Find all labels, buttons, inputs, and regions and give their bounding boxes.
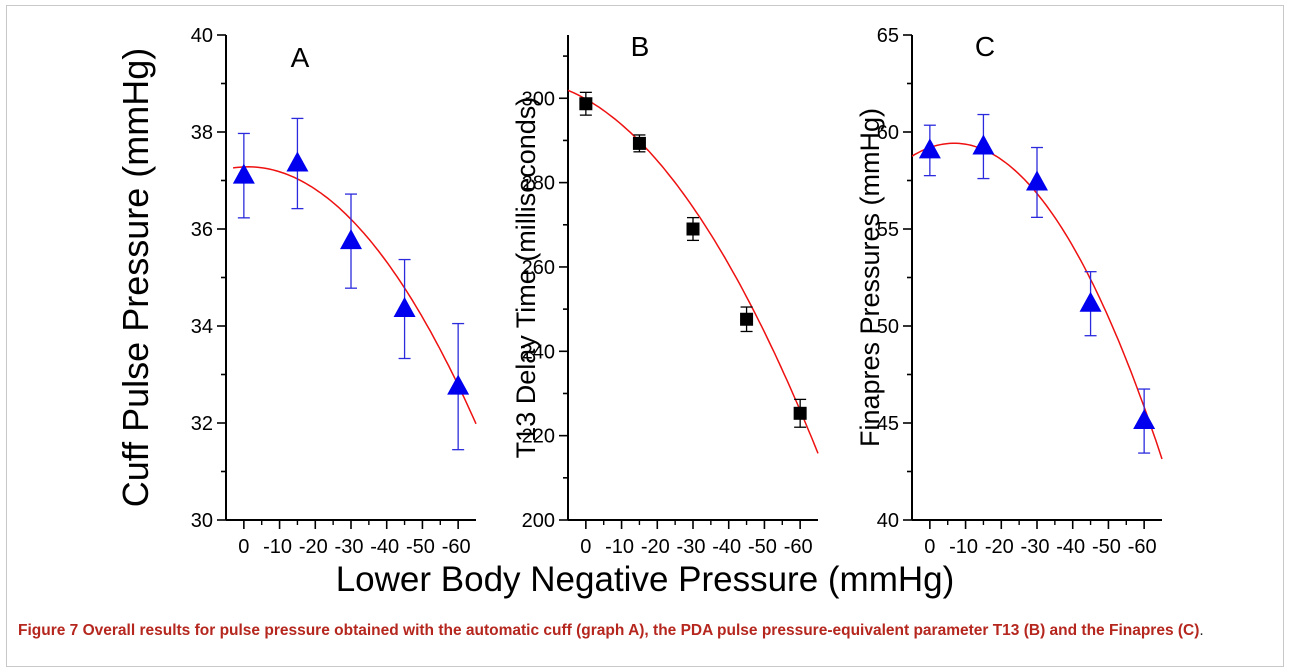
caption-end: . [1199,622,1204,639]
panel-letter: B [631,31,650,62]
data-point-triangle [1079,291,1102,312]
figure-plots: 30 32 34 36 38 40 0 -10 -20 -30 -40 -50 -60 Cuff Puls… [115,25,1163,558]
y-tick-label: 40 [191,25,213,47]
x-tick-label: -30 [335,536,364,558]
data-point-triangle [1026,170,1048,191]
x-tick-label: -20 [641,536,670,558]
x-tick-label: -40 [370,536,399,558]
panel-letter: A [291,42,310,73]
y-tick-label: 260 [522,257,555,279]
fit-curve [233,166,477,425]
y-tick-label: 38 [191,122,213,144]
x-tick-label: -60 [442,536,471,558]
data-point-square [740,312,754,326]
y-tick-label: 300 [522,88,555,110]
fit-curve [567,89,819,454]
y-tick-label: 36 [191,219,213,241]
y-tick-label: 45 [877,413,899,435]
y-tick-label: 40 [877,510,899,532]
y-tick-label: 220 [522,426,555,448]
y-axis-title: Cuff Pulse Pressure (mmHg) [115,48,156,507]
shared-x-axis-label: Lower Body Negative Pressure (mmHg) [335,560,955,599]
data-point-triangle [340,229,362,250]
y-tick-label: 50 [877,316,899,338]
panel-letter: C [975,31,995,62]
y-tick-label: 60 [877,122,899,144]
data-point-triangle [447,374,470,395]
data-point-triangle [1133,409,1156,430]
figure-caption: Figure 7 Overall results for pulse press… [18,619,1268,643]
x-tick-label: -60 [784,536,813,558]
x-tick-label: -40 [712,536,741,558]
x-tick-label: 0 [238,536,249,558]
data-point-square [793,406,807,420]
data-point-square [686,222,700,236]
x-tick-label: -20 [299,536,328,558]
x-tick-label: -10 [263,536,292,558]
data-point-triangle [972,134,995,155]
y-tick-label: 30 [191,510,213,532]
y-axis-title: Finapres Pressures (mmHg) [855,108,885,447]
y-tick-label: 240 [522,341,555,363]
x-tick-label: -50 [406,536,435,558]
x-tick-label: -20 [985,536,1014,558]
data-point-square [579,97,593,111]
x-tick-label: -30 [677,536,706,558]
x-tick-label: 0 [924,536,935,558]
panel-b-chart: 200 220 240 260 280 300 0 -10 -20 -30 -40 -50 -60 T13… [511,31,819,558]
x-tick-label: -50 [1092,536,1121,558]
caption-lead: Figure 7 Overall results for pulse press… [18,622,1200,639]
x-tick-label: -60 [1128,536,1157,558]
y-tick-label: 55 [877,219,899,241]
data-point-triangle [286,151,309,172]
y-axis-title: T13 Delay Time (milliseconds) [511,97,541,459]
y-tick-label: 65 [877,25,899,47]
x-tick-label: -10 [949,536,978,558]
data-point-triangle [393,297,416,318]
panel-a-chart: 30 32 34 36 38 40 0 -10 -20 -30 -40 -50 -60 Cuff Puls… [115,25,477,558]
data-point-triangle [918,138,941,159]
panel-c-chart: 40 45 50 55 60 65 0 -10 -20 -30 -40 -50 -60 Finapres … [855,25,1163,558]
y-tick-label: 200 [522,510,555,532]
y-tick-label: 34 [191,316,213,338]
x-tick-label: -10 [605,536,634,558]
data-point-square [632,136,646,150]
figure-frame [6,5,1284,667]
x-tick-label: 0 [580,536,591,558]
x-tick-label: -40 [1056,536,1085,558]
y-tick-label: 32 [191,413,213,435]
x-tick-label: -30 [1021,536,1050,558]
x-tick-label: -50 [748,536,777,558]
data-point-triangle [232,163,255,184]
y-tick-label: 280 [522,173,555,195]
